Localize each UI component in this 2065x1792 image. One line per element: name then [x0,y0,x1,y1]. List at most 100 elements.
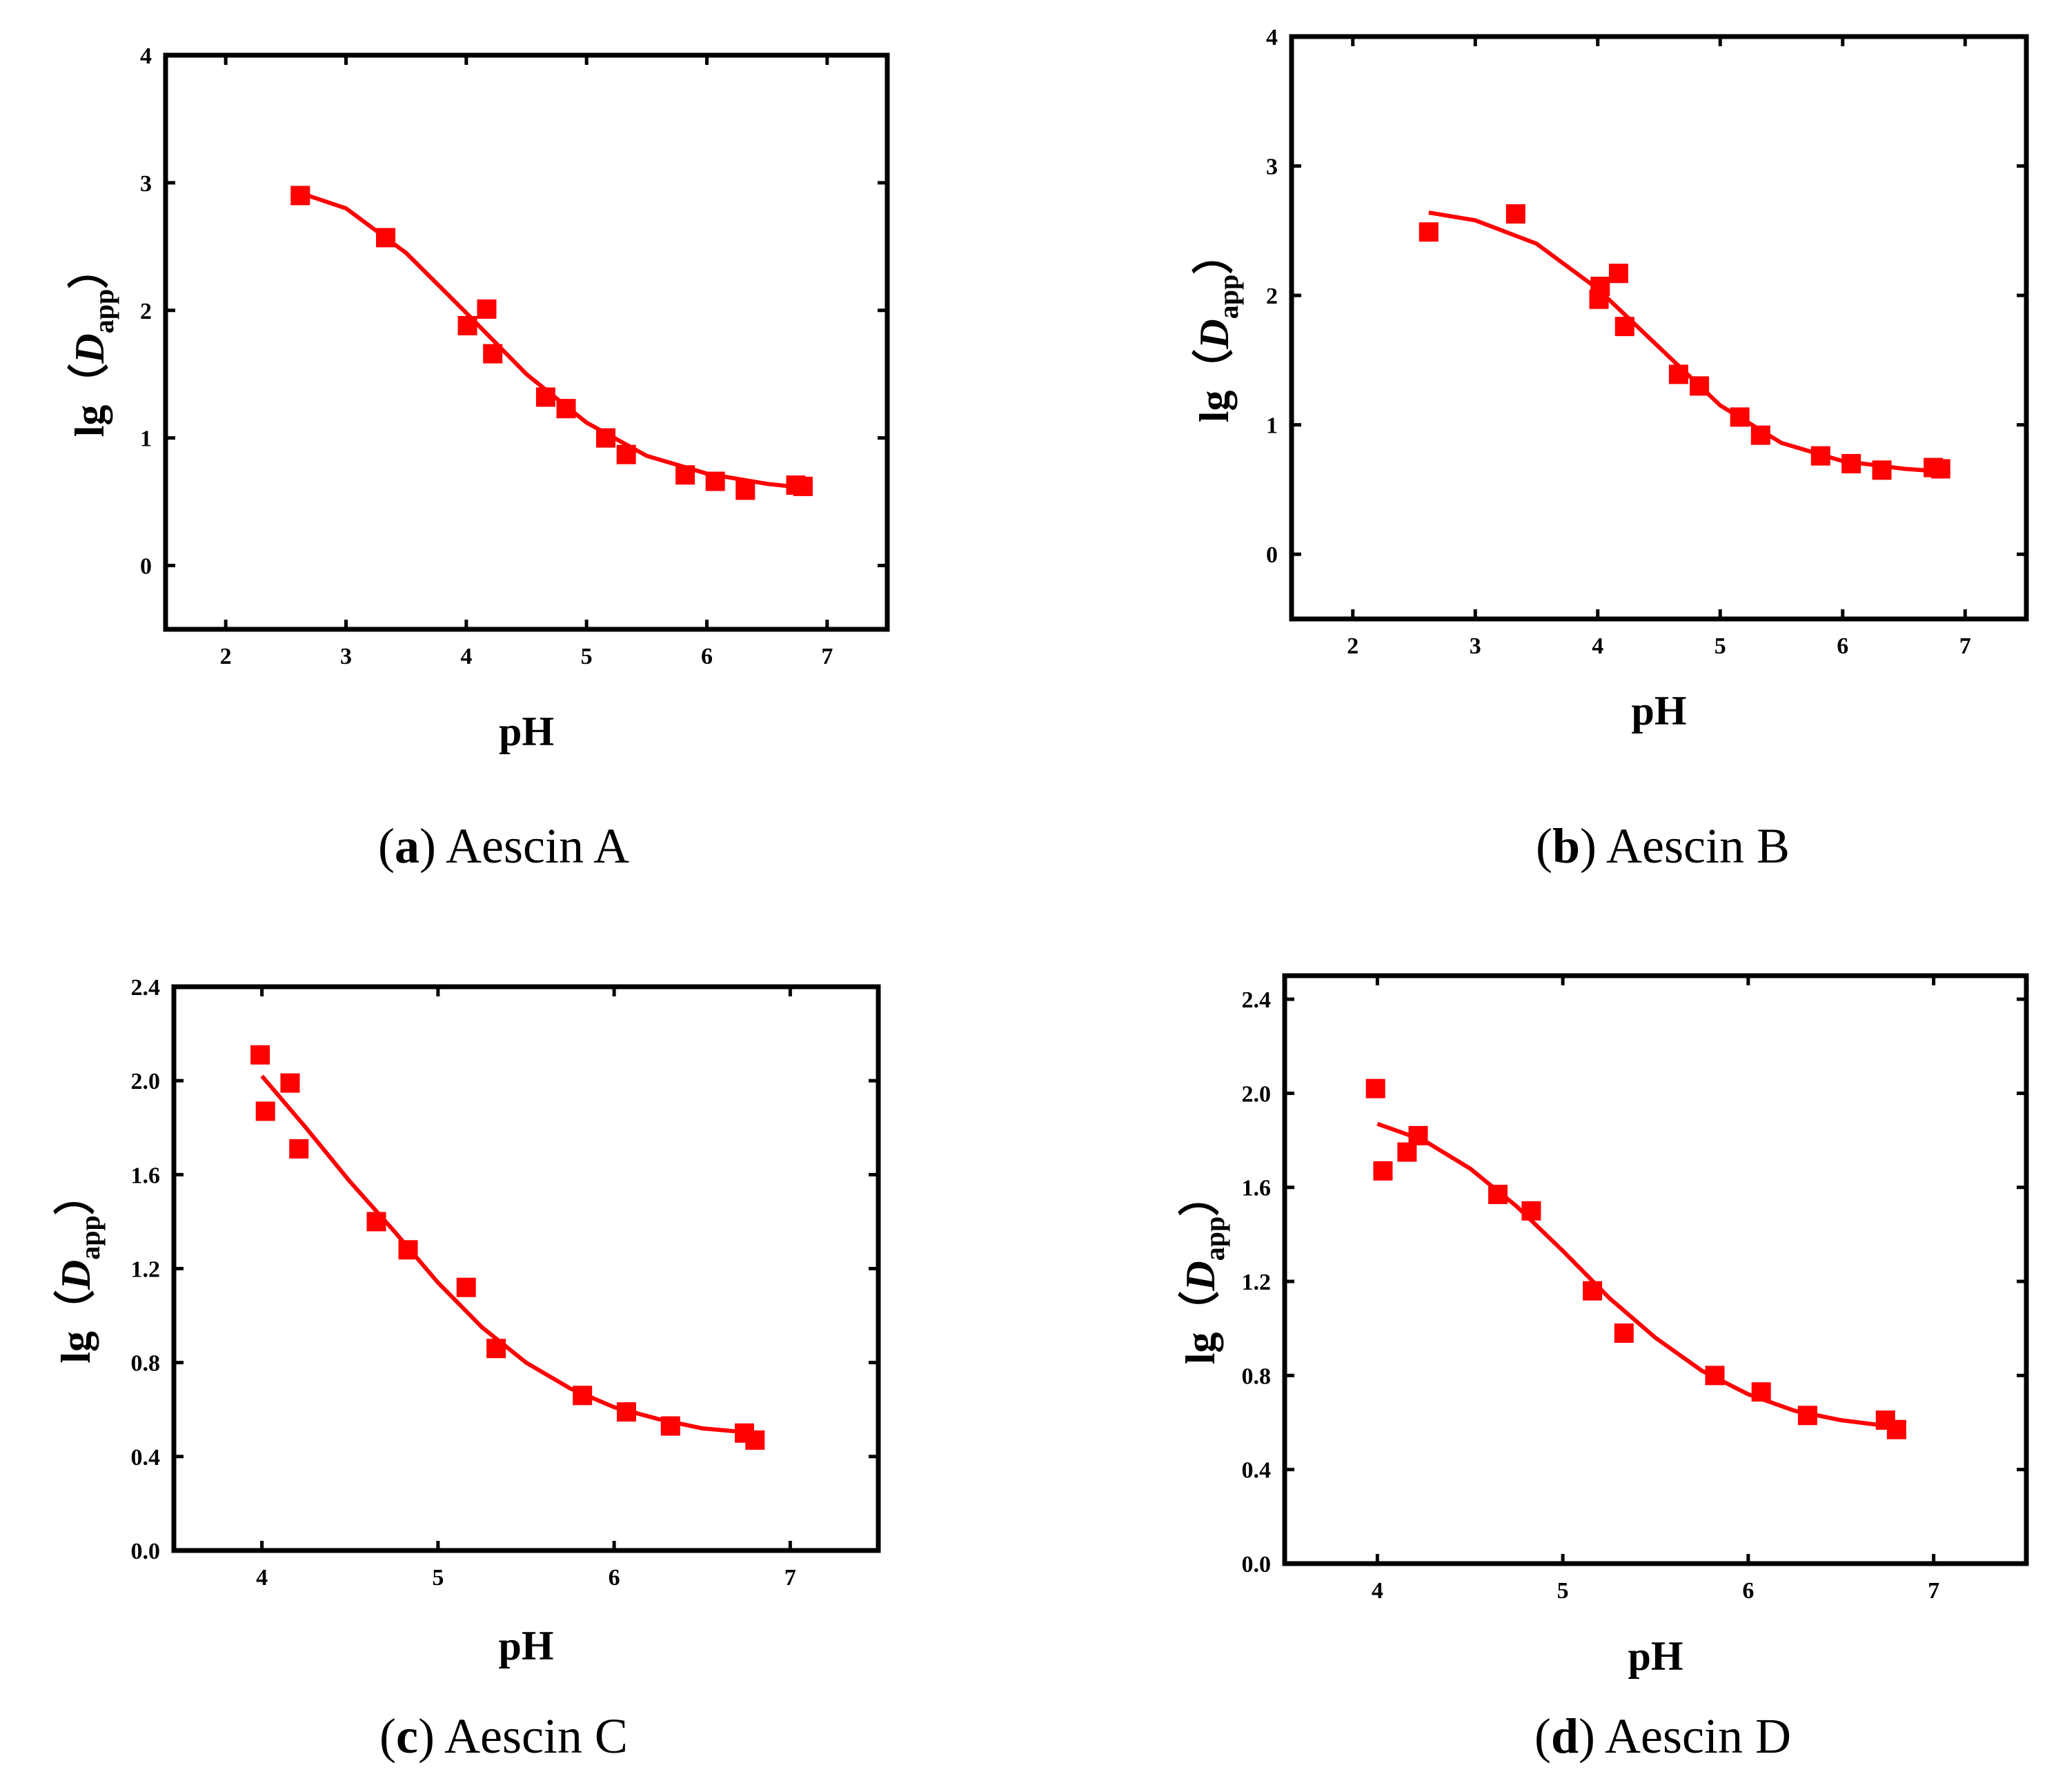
data-point-marker [596,428,616,448]
y-axis-title: lg（Dapp） [1191,233,1244,423]
data-point-marker [793,476,813,496]
y-tick-label: 0.4 [131,1445,161,1470]
x-tick-label: 5 [1557,1578,1569,1604]
data-point-marker [477,299,497,319]
chart-panel-d: 4 5 6 7 0.0 0.4 0.8 1.2 1.6 2.0 2.4 pH lg（Dapp） (d) A… [1177,973,2029,1764]
data-point-marker [1419,222,1439,242]
data-point-marker [735,480,755,500]
x-tick-label: 4 [256,1565,268,1591]
panel-caption: (b) Aescin B [1536,818,1790,874]
x-tick-label: 6 [1742,1578,1754,1604]
data-point-marker [1583,1281,1603,1301]
x-axis-title: pH [1631,688,1686,733]
y-tick-label: 0.0 [131,1539,161,1564]
data-point-marker [290,186,310,206]
data-point-marker [556,399,576,419]
y-tick-label: 1 [140,426,152,452]
x-tick-label: 4 [1592,633,1603,659]
data-point-marker [1521,1201,1541,1221]
y-tick-label: 1.6 [131,1163,161,1188]
panel-caption: (c) Aescin C [379,1709,628,1764]
x-tick-label: 3 [340,644,352,669]
y-axis-title: lg（Dapp） [1177,1175,1230,1365]
y-axis-title-suffix: ） [52,1174,99,1215]
data-point-marker [1505,204,1525,224]
fit-curve [299,190,804,490]
y-axis-title-variable: D [53,1260,99,1290]
data-point-marker [745,1430,765,1450]
data-point-marker [1750,425,1770,445]
data-point-marker [1690,376,1710,396]
data-point-marker [616,444,636,464]
x-tick-label: 5 [581,644,593,669]
fit-curve [1428,210,1942,474]
y-axis-title-subscript: app [1199,1217,1230,1261]
y-tick-label: 2.0 [131,1069,161,1094]
y-tick-label: 0 [140,554,152,580]
y-axis-title-suffix: ） [1191,233,1237,275]
chart-panel-a: 2 3 4 5 6 7 0 1 2 3 4 pH lg（Dapp） (a) Aescin A [66,43,890,874]
y-tick-label: 3 [1266,155,1278,180]
data-point-marker [457,315,477,335]
y-axis-title: lg（Dapp） [66,248,119,437]
data-point-marker [1590,276,1610,296]
y-tick-label: 3 [140,171,152,197]
caption-text: Aescin D [1605,1709,1791,1764]
data-point-marker [1730,407,1750,427]
x-tick-label: 2 [1347,633,1358,659]
data-point-marker [456,1277,476,1297]
data-point-marker [1614,317,1634,337]
y-axis-title-suffix: ） [66,248,112,289]
chart-panel-c: 4 5 6 7 0.0 0.4 0.8 1.2 1.6 2.0 2.4 pH lg（Dapp） (c) A… [52,975,881,1764]
data-point-marker [483,344,503,364]
caption-close-paren: ) [418,1709,444,1764]
plot-frame [171,984,881,1553]
data-point-marker [1668,364,1688,384]
fit-curve [1376,1121,1897,1430]
data-point-marker [255,1101,275,1121]
x-tick-label: 2 [220,644,232,669]
data-point-marker [1488,1184,1508,1204]
data-point-marker [535,387,555,407]
x-tick-label: 3 [1470,633,1481,659]
x-tick-label: 4 [460,644,472,669]
data-point-marker [1797,1406,1817,1426]
data-point-marker [660,1416,680,1436]
caption-close-paren: ) [1580,818,1606,874]
plot-frame [1289,34,2029,622]
data-point-marker [1930,459,1950,479]
data-point-marker [1841,453,1861,473]
data-point-marker [1751,1382,1771,1402]
data-point-marker [1614,1323,1634,1343]
x-tick-label: 7 [784,1565,796,1591]
data-point-marker [573,1386,593,1406]
x-tick-label: 7 [1928,1578,1939,1604]
y-tick-label: 4 [1266,25,1278,50]
y-tick-label: 0.0 [1242,1552,1272,1577]
data-point-marker [1365,1079,1385,1099]
y-tick-label: 2 [1266,284,1278,309]
chart-panel-b: 2 3 4 5 6 7 0 1 2 3 4 pH lg（Dapp） (b) Aescin B [1191,25,2029,874]
y-tick-label: 0.8 [131,1351,161,1377]
y-tick-label: 4 [140,43,152,69]
caption-open-paren: ( [1536,818,1552,874]
data-point-marker [705,471,725,491]
y-tick-label: 2.0 [1242,1081,1272,1107]
y-tick-label: 1.2 [1242,1270,1272,1295]
y-tick-label: 0 [1266,542,1278,568]
caption-text: Aescin C [444,1709,628,1764]
data-point-marker [398,1240,418,1260]
y-tick-label: 2.4 [1242,987,1272,1013]
caption-open-paren: ( [378,818,395,874]
data-point-marker [1608,264,1628,284]
y-tick-label: 2 [140,299,152,324]
plot-frame [163,52,890,632]
y-axis-title-variable: D [1192,319,1237,349]
caption-text: Aescin B [1606,818,1790,874]
plot-frame [1282,973,2029,1566]
x-axis-title: pH [499,709,554,754]
y-axis-title-variable: D [1178,1261,1223,1291]
data-point-marker [280,1073,300,1093]
caption-close-paren: ) [419,818,446,874]
